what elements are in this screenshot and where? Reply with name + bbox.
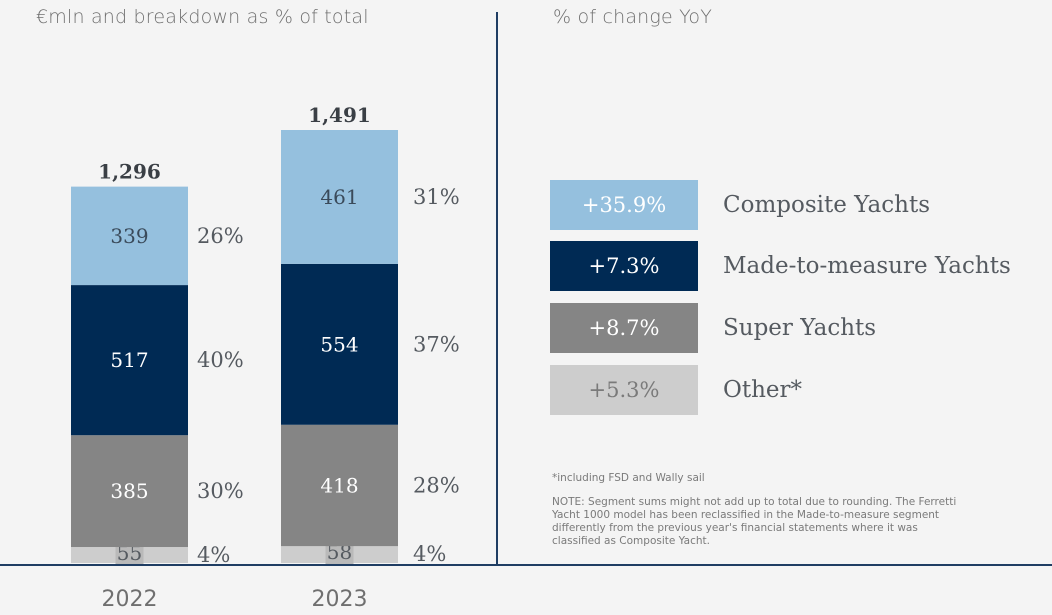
category-label-2022: 2022	[102, 587, 158, 612]
legend-label-super: Super Yachts	[723, 315, 877, 341]
percent-label-super-2023: 28%	[413, 473, 460, 497]
value-label-composite-2022: 339	[110, 224, 148, 248]
bar-segment-composite-2022	[71, 186, 188, 286]
value-label-super-2023: 418	[320, 473, 358, 497]
value-label-made_to_measure-2022: 517	[110, 348, 148, 372]
percent-label-other-2023: 4%	[413, 542, 446, 566]
footnote: *including FSD and Wally sail	[552, 472, 705, 484]
chart-baseline	[0, 564, 1052, 566]
percent-label-composite-2022: 26%	[197, 224, 244, 248]
bar-segment-super-2022	[71, 435, 188, 548]
left-panel-title: €mln and breakdown as % of total	[36, 6, 369, 28]
change-box-made-to-measure: +7.3%	[550, 241, 698, 291]
category-label-2023: 2023	[312, 587, 368, 612]
bar-segment-composite-2023	[281, 130, 398, 264]
bar-segment-made_to_measure-2023	[281, 263, 398, 425]
legend-label-composite: Composite Yachts	[723, 192, 930, 218]
total-label-2022: 1,296	[98, 160, 161, 184]
percent-label-other-2022: 4%	[197, 543, 230, 567]
legend-row-made-to-measure: +7.3% Made-to-measure Yachts	[550, 241, 1011, 291]
percent-label-made_to_measure-2022: 40%	[197, 348, 244, 372]
change-box-super: +8.7%	[550, 303, 698, 353]
percent-label-composite-2023: 31%	[413, 185, 460, 209]
change-value-made-to-measure: +7.3%	[588, 254, 660, 278]
change-box-other: +5.3%	[550, 365, 698, 415]
value-label-composite-2023: 461	[320, 185, 358, 209]
value-label-super-2022: 385	[110, 479, 148, 503]
change-value-super: +8.7%	[588, 316, 660, 340]
change-value-other: +5.3%	[588, 378, 660, 402]
total-label-2023: 1,491	[308, 103, 371, 127]
change-value-composite: +35.9%	[581, 193, 667, 217]
percent-label-made_to_measure-2023: 37%	[413, 332, 460, 356]
legend-label-made-to-measure: Made-to-measure Yachts	[723, 253, 1011, 279]
legend-label-other: Other*	[723, 377, 803, 403]
change-box-composite: +35.9%	[550, 180, 698, 230]
note-text: NOTE: Segment sums might not add up to t…	[552, 496, 957, 547]
percent-label-super-2022: 30%	[197, 479, 244, 503]
bar-segment-super-2023	[281, 424, 398, 547]
bar-segment-made_to_measure-2022	[71, 285, 188, 436]
panel-divider	[496, 12, 498, 566]
right-panel-title: % of change YoY	[553, 6, 713, 28]
legend-row-super: +8.7% Super Yachts	[550, 303, 876, 353]
legend-row-composite: +35.9% Composite Yachts	[550, 180, 930, 230]
value-label-made_to_measure-2023: 554	[320, 332, 358, 356]
legend-row-other: +5.3% Other*	[550, 365, 802, 415]
